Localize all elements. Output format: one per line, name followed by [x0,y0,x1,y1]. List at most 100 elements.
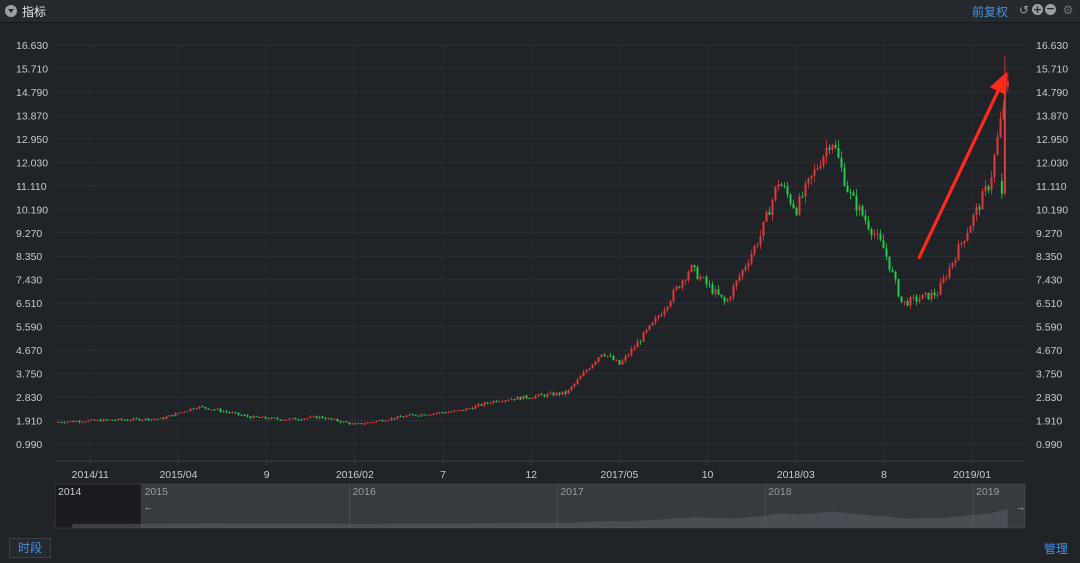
candle-body [576,379,579,384]
candle-body [216,408,219,410]
candle-body [510,399,513,401]
candle-body [738,276,741,281]
candle-body [630,348,633,355]
candle-body [642,332,645,342]
y-tick-label: 14.790 [16,87,48,99]
zoom-out-icon[interactable]: − [1045,2,1056,15]
y-tick-label: 0.990 [16,439,42,451]
candle-body [102,419,105,422]
candle-body [63,422,66,424]
toolbar: 指标 前复权 ↺ + − ⚙ [0,0,1080,23]
candle-body [582,372,585,377]
candle-body [564,391,567,394]
candle-body [639,341,642,343]
candle-body [210,409,213,411]
candle-body [735,280,738,287]
candle-body [336,418,339,422]
candle-body [90,419,93,421]
y-tick-label: 1.910 [16,416,42,428]
candle-body [921,294,924,300]
candle-body [549,392,552,394]
candle-body [705,277,708,284]
manage-link[interactable]: 管理 [1043,542,1068,556]
navigator-handle-right[interactable]: → [1016,502,1025,512]
candle-body [465,408,468,411]
candle-body [807,178,810,184]
candle-body [819,166,822,169]
undo-icon[interactable]: ↺ [1018,3,1030,17]
candle-body [81,421,84,423]
candle-body [315,416,318,419]
candle-body [765,211,768,222]
candle-body [594,361,597,365]
candle-body [342,421,345,423]
candle-body [840,157,843,168]
candle-body [372,421,375,423]
candle-body [960,242,963,245]
menu-icon[interactable] [5,5,17,17]
candle-body [105,419,108,421]
y-tick-label: 6.510 [16,298,42,310]
time-navigator[interactable]: 2014 2015 2016 2017 2018 2019 ← → [0,483,1026,529]
candle-body [72,421,75,423]
candle-body [918,299,921,302]
candle-body [531,397,534,399]
candle-body [504,400,507,402]
navigator-year-label: 2015 [145,486,169,498]
footer: 时段 管理 [0,530,1080,563]
y-tick-label: 13.870 [16,110,48,122]
candle-body [1002,108,1005,119]
candle-body [393,418,396,420]
y-tick-label: 13.870 [1036,110,1068,122]
navigator-year-label: 2019 [976,486,1000,498]
navigator-selection[interactable] [141,484,1025,528]
candle-body [360,423,363,425]
candle-body [120,418,123,420]
candle-body [516,396,519,400]
candlestick-chart[interactable]: 16.630 15.710 14.790 13.870 12.950 12.030 11.1… [0,23,1080,530]
candle-body [294,417,297,420]
candle-body [558,392,561,395]
candle-body [993,154,996,178]
candle-body [963,240,966,243]
candle-body [279,419,282,421]
adjust-mode-button[interactable]: 前复权 [971,5,1008,19]
candle-body [189,408,192,411]
candle-body [957,244,960,261]
candle-body [282,420,285,422]
candle-body [750,254,753,264]
candle-body [417,415,420,417]
annotation [917,71,1008,260]
candle-body [975,206,978,216]
period-button[interactable]: 时段 [9,538,51,558]
gear-icon[interactable]: ⚙ [1062,3,1074,17]
candle-body [543,394,546,397]
candle-body [132,418,135,421]
candle-body [909,296,912,306]
navigator-handle-left[interactable]: ← [144,502,153,512]
candle-body [234,412,237,414]
candle-body [318,416,321,419]
candle-body [501,401,504,403]
candle-body [309,416,312,418]
candle-body [573,383,576,387]
candle-body [192,408,195,410]
candle-body [906,301,909,306]
candle-body [201,406,204,408]
candle-body [681,280,684,288]
candle-body [513,399,516,401]
candles [57,55,1009,426]
candle-body [219,408,222,412]
candle-body [159,417,162,419]
x-tick-label: 2017/05 [600,469,638,481]
candle-body [816,168,819,170]
candle-body [759,235,762,246]
zoom-in-icon[interactable]: + [1032,3,1043,16]
candle-body [375,420,378,422]
candle-body [381,420,384,422]
navigator-series [72,508,1008,528]
navigator-year-label: 2014 [58,486,82,498]
candle-body [402,416,405,418]
y-tick-label: 8.350 [16,251,42,263]
candle-body [387,420,390,422]
